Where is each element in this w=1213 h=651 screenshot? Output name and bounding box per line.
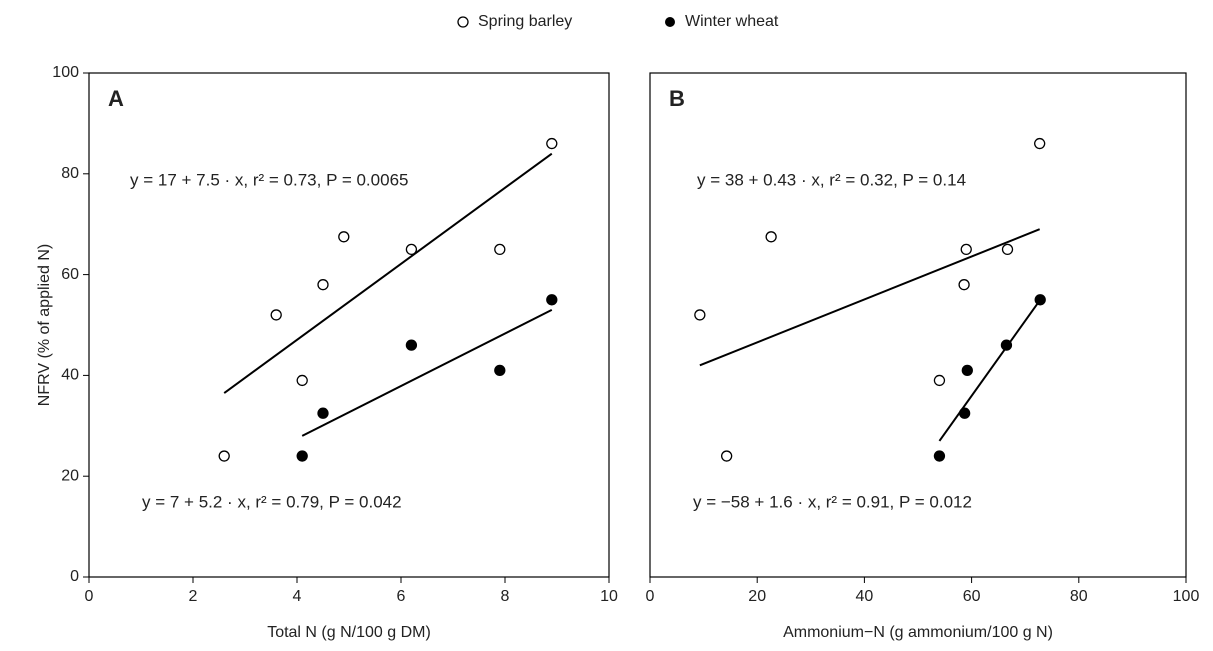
x-tick-label: 80 [1070, 588, 1088, 605]
x-tick-label: 0 [646, 588, 655, 605]
legend-marker [665, 17, 675, 27]
x-axis-label: Ammonium−N (g ammonium/100 g N) [783, 624, 1053, 641]
data-point [1034, 137, 1046, 150]
data-point [961, 364, 973, 377]
data-point [958, 407, 971, 419]
data-point [1034, 294, 1046, 306]
x-tick-label: 20 [748, 588, 766, 605]
data-point [270, 309, 282, 321]
data-point [720, 450, 733, 462]
data-point [494, 243, 506, 256]
annotation: y = 7 + 5.2 · x, r² = 0.79, P = 0.042 [142, 492, 402, 511]
data-point [494, 364, 506, 377]
x-tick-label: 10 [600, 588, 618, 605]
legend-marker [457, 16, 469, 28]
data-point [958, 279, 970, 291]
trend-line [223, 152, 553, 394]
y-tick-label: 0 [70, 568, 79, 585]
legend-label: Winter wheat [685, 13, 779, 30]
x-axis-label: Total N (g N/100 g DM) [267, 624, 431, 641]
data-point [546, 137, 558, 150]
data-point [218, 450, 230, 462]
y-axis-label: NFRV (% of applied N) [36, 244, 53, 406]
data-point [1000, 339, 1013, 351]
x-tick-label: 2 [189, 588, 198, 605]
data-point [296, 450, 308, 462]
data-point [933, 450, 946, 462]
data-point [765, 231, 777, 243]
data-point [933, 374, 946, 387]
panel-label: A [108, 86, 124, 111]
y-tick-label: 40 [61, 367, 79, 384]
y-tick-label: 20 [61, 467, 79, 484]
x-tick-label: 40 [856, 588, 874, 605]
data-point [1001, 243, 1014, 256]
data-point [296, 374, 308, 387]
data-point [694, 309, 706, 321]
data-point [405, 243, 418, 256]
x-tick-label: 8 [501, 588, 510, 605]
data-point [960, 243, 972, 256]
data-point [405, 339, 418, 351]
trend-line [699, 228, 1041, 367]
annotation: y = 17 + 7.5 · x, r² = 0.73, P = 0.0065 [130, 170, 408, 189]
legend-label: Spring barley [478, 13, 572, 30]
data-point [317, 407, 329, 419]
data-point [338, 231, 350, 243]
data-point [546, 294, 558, 306]
annotation: y = −58 + 1.6 · x, r² = 0.91, P = 0.012 [693, 492, 972, 511]
annotation: y = 38 + 0.43 · x, r² = 0.32, P = 0.14 [697, 170, 966, 189]
x-tick-label: 4 [293, 588, 302, 605]
panel-label: B [669, 86, 685, 111]
x-tick-label: 100 [1173, 588, 1200, 605]
trend-line [301, 308, 553, 437]
data-point [317, 279, 329, 291]
y-tick-label: 60 [61, 266, 79, 283]
x-tick-label: 0 [85, 588, 94, 605]
plot-frame [88, 72, 610, 578]
y-tick-label: 80 [61, 165, 79, 182]
x-tick-label: 60 [963, 588, 981, 605]
y-tick-label: 100 [52, 64, 79, 81]
trend-line [938, 299, 1042, 442]
x-tick-label: 6 [397, 588, 406, 605]
plot-frame [649, 72, 1187, 578]
